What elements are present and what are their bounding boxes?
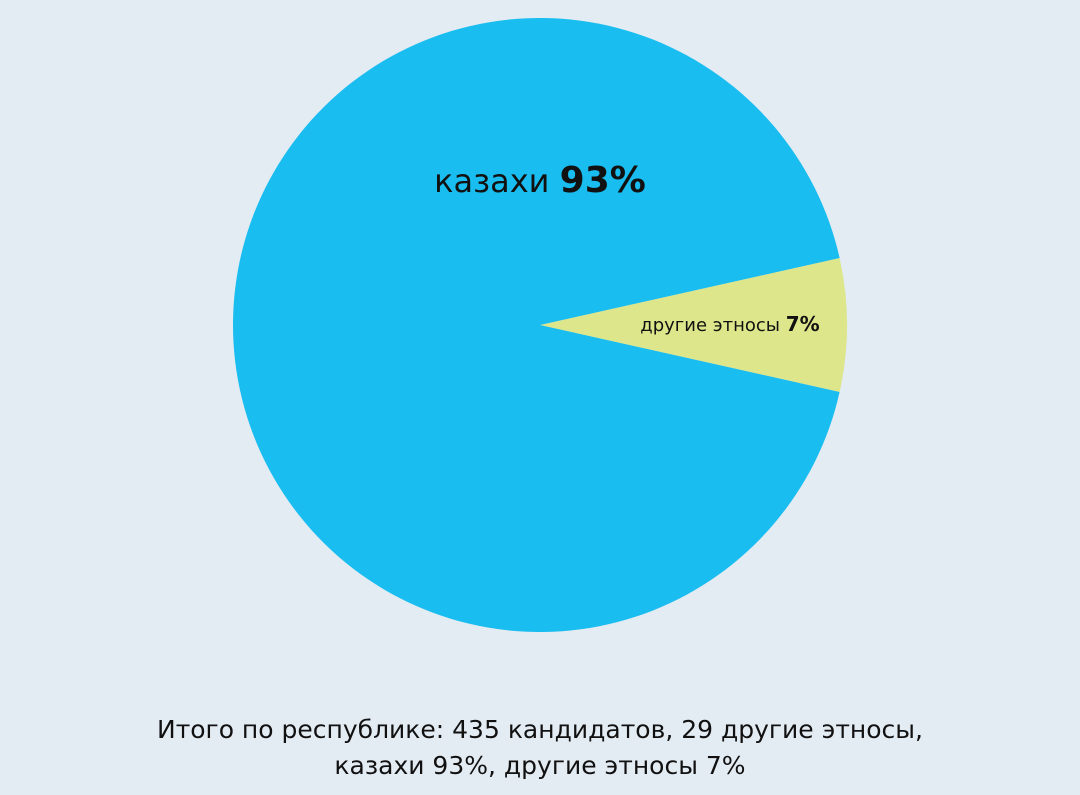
slice-label-name-0: казахи (434, 162, 559, 200)
slice-label-value-1: 7% (786, 312, 820, 336)
pie-chart: другие этносы 7% казахи 93% (232, 17, 847, 632)
pie-labels: другие этносы 7% казахи 93% (434, 160, 820, 336)
pie-slices (232, 17, 847, 632)
slice-label-0: казахи 93% (434, 160, 646, 201)
chart-caption: Итого по республике: 435 кандидатов, 29 … (0, 712, 1080, 784)
slice-label-1: другие этносы 7% (640, 312, 819, 336)
caption-line-1: Итого по республике: 435 кандидатов, 29 … (157, 715, 923, 744)
pie-slice-0 (232, 17, 840, 632)
caption-line-2: казахи 93%, другие этносы 7% (334, 751, 746, 780)
slice-label-name-1: другие этносы (640, 315, 785, 336)
pie-slice-1 (540, 258, 847, 392)
slice-label-value-0: 93% (560, 160, 646, 201)
